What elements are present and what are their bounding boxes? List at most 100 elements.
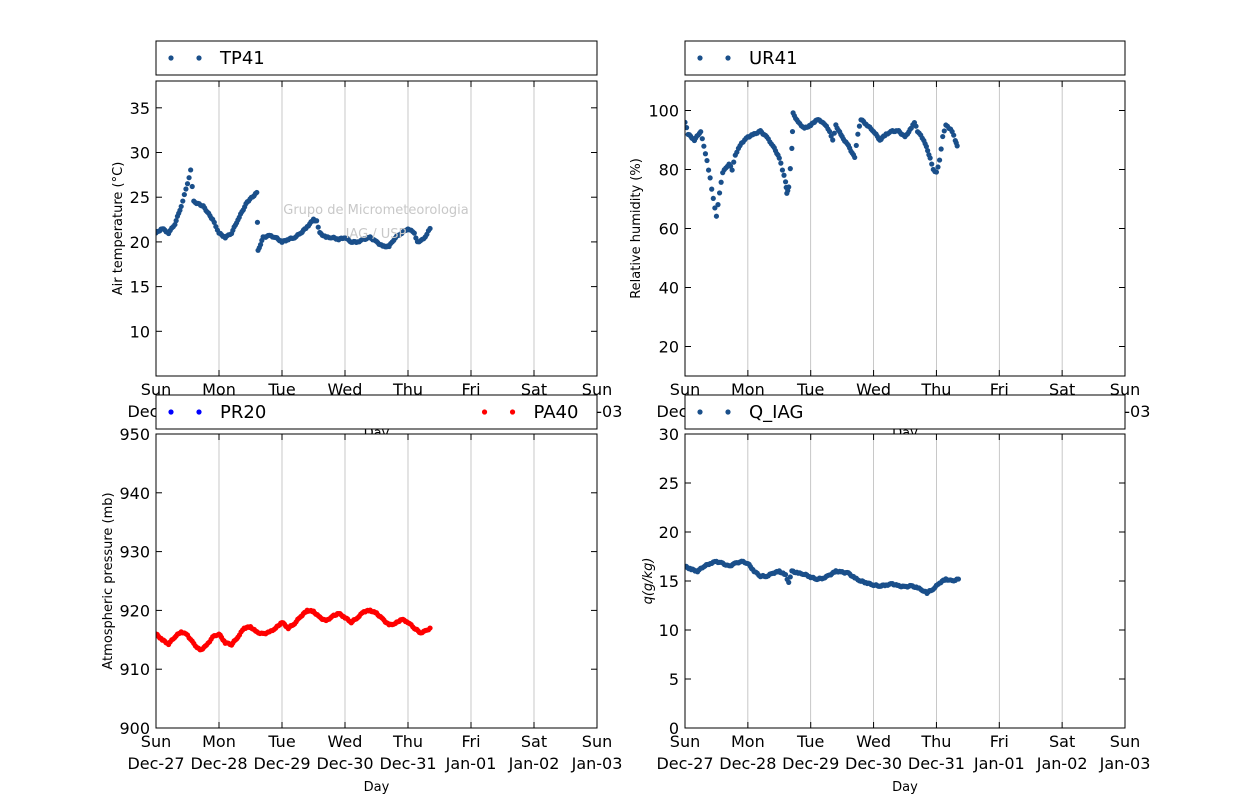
legend-label: PR20	[220, 402, 266, 423]
x-tick-label: Thu	[392, 732, 423, 751]
y-tick-label: 910	[119, 660, 150, 679]
x-tick-label: Dec-27	[127, 754, 184, 773]
point-tp41	[183, 186, 189, 192]
x-tick-label: Tue	[796, 732, 824, 751]
point-ur41	[699, 136, 705, 142]
x-tick-label: Sat	[521, 380, 547, 399]
y-tick-label: 35	[130, 99, 150, 118]
y-tick-label: 15	[130, 278, 150, 297]
x-tick-label: Fri	[461, 732, 480, 751]
x-tick-label: Dec-31	[908, 754, 965, 773]
point-ur41	[698, 129, 704, 135]
plot-area	[156, 81, 597, 376]
x-tick-label: Sat	[1049, 732, 1075, 751]
point-ur41	[685, 125, 690, 131]
x-tick-label: Thu	[920, 732, 951, 751]
point-tp41	[173, 218, 179, 224]
point-ur41	[779, 167, 786, 173]
plot-frame	[155, 433, 598, 729]
watermark: Grupo de Micrometeorologia IAG / USP	[283, 203, 469, 242]
point-q_iag	[787, 574, 793, 580]
y-tick-label: 40	[659, 279, 679, 298]
x-tick-label: Wed	[856, 380, 891, 399]
legend-label: PA40	[534, 402, 579, 423]
x-tick-label: Dec-28	[719, 754, 776, 773]
point-ur41	[856, 123, 863, 129]
data-points	[685, 110, 960, 219]
point-ur41	[789, 128, 796, 135]
point-ur41	[929, 161, 935, 167]
legend-box	[684, 394, 1126, 430]
point-ur41	[925, 148, 931, 154]
x-tick-label: Mon	[202, 380, 236, 399]
point-tp41	[186, 175, 192, 181]
x-tick-label: Wed	[328, 380, 363, 399]
y-tick-label: 20	[130, 233, 150, 252]
legend-marker	[481, 409, 488, 415]
y-axis-label: q(g/kg)	[641, 558, 656, 605]
x-tick-label: Thu	[920, 380, 951, 399]
x-tick-label: Jan-01	[973, 754, 1025, 773]
point-ur41	[727, 163, 734, 169]
point-ur41	[710, 195, 716, 202]
y-tick-label: 60	[659, 220, 679, 239]
point-q_iag	[782, 571, 789, 578]
point-ur41	[718, 179, 724, 185]
legend-marker	[697, 409, 703, 415]
point-ur41	[712, 205, 718, 211]
x-axis-label: Day	[892, 780, 918, 795]
point-ur41	[941, 128, 947, 134]
point-tp41	[315, 224, 321, 230]
point-ur41	[776, 155, 782, 161]
x-tick-label: Sun	[582, 380, 612, 399]
point-ur41	[853, 142, 859, 149]
point-ur41	[709, 186, 715, 192]
point-ur41	[702, 151, 709, 157]
point-ur41	[933, 169, 940, 175]
point-ur41	[927, 155, 933, 161]
point-pa40	[427, 625, 433, 631]
plot-frame	[155, 80, 598, 377]
point-ur41	[938, 146, 944, 152]
legend-marker	[509, 409, 516, 415]
x-tick-label: Wed	[856, 732, 891, 751]
legend-marker	[697, 55, 703, 61]
point-ur41	[685, 119, 688, 125]
y-tick-label: 80	[659, 161, 679, 180]
x-tick-label: Sat	[1049, 380, 1075, 399]
point-ur41	[852, 154, 858, 161]
x-tick-label: Fri	[990, 732, 1009, 751]
point-ur41	[787, 166, 793, 172]
x-tick-label: Dec-30	[316, 754, 373, 773]
point-ur41	[855, 131, 861, 137]
legend-marker	[168, 409, 174, 415]
legend-box	[155, 40, 598, 76]
x-tick-label: Fri	[461, 380, 480, 399]
y-tick-label: 940	[119, 484, 150, 503]
point-tp41	[257, 242, 264, 248]
legend-marker	[196, 55, 202, 61]
y-tick-label: 10	[659, 621, 679, 640]
y-axis-label: Air temperature (°C)	[111, 162, 126, 296]
x-tick-label: Tue	[267, 732, 295, 751]
x-tick-label: Sun	[670, 380, 700, 399]
point-ur41	[786, 184, 792, 190]
point-ur41	[781, 172, 787, 178]
point-ur41	[936, 157, 943, 163]
point-tp41	[180, 198, 186, 204]
point-tp41	[211, 219, 217, 225]
point-ur41	[940, 133, 946, 140]
point-ur41	[913, 123, 919, 129]
x-tick-label: Sun	[670, 732, 700, 751]
x-tick-label: Dec-29	[253, 754, 310, 773]
point-ur41	[831, 130, 837, 136]
y-tick-label: 30	[659, 425, 679, 444]
x-tick-label: Dec-28	[190, 754, 247, 773]
point-tp41	[427, 225, 433, 232]
point-ur41	[935, 164, 941, 170]
point-tp41	[254, 189, 260, 196]
x-tick-label: Jan-01	[445, 754, 497, 773]
legend-marker	[168, 55, 174, 61]
legend-box	[155, 394, 598, 430]
